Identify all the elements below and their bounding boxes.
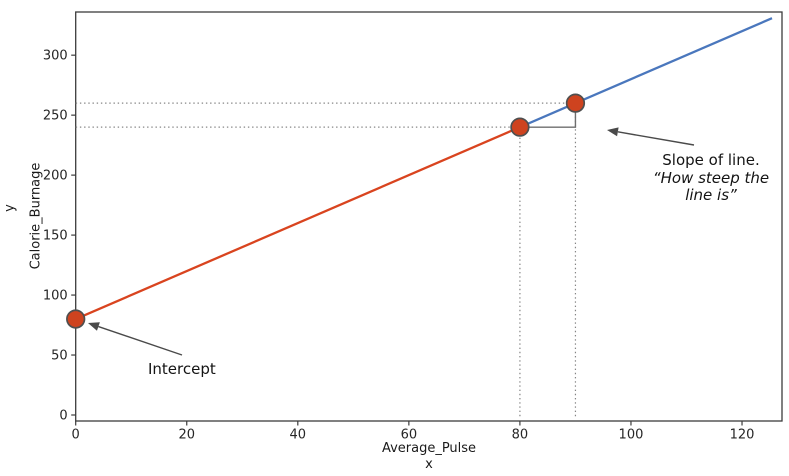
x-tick-label: 100 (619, 428, 644, 443)
data-point-marker (66, 309, 86, 329)
x-tick-label: 40 (290, 428, 307, 443)
y-axis-label: Calorie_Burnage (28, 162, 44, 270)
x-tick-label: 120 (730, 428, 755, 443)
line-segment-blue (519, 17, 773, 129)
y-tick-label: 100 (43, 289, 68, 304)
slope-arrow (617, 131, 695, 146)
x-tick-label: 80 (512, 428, 529, 443)
plot-border (75, 11, 783, 422)
data-point-marker (565, 93, 586, 113)
slope-annotation-line3: line is” (685, 186, 737, 204)
x-axis-secondary-label: x (425, 457, 433, 472)
slope-arrow-head (607, 127, 619, 137)
y-axis-secondary-label: y (2, 204, 18, 212)
y-tick-label: 150 (43, 229, 68, 244)
x-tick-label: 60 (401, 428, 418, 443)
x-tick-label: 0 (72, 428, 80, 443)
x-axis-label: Average_Pulse (381, 441, 477, 456)
data-point-marker (510, 117, 530, 137)
line-segment-red (75, 126, 521, 321)
slope-annotation: Slope of line. “How steep the line is” (650, 151, 772, 205)
y-tick-label: 200 (43, 169, 68, 184)
slope-annotation-line2: “How steep the (652, 168, 770, 187)
y-tick-label: 0 (59, 409, 67, 424)
y-tick-label: 250 (43, 109, 68, 124)
intercept-annotation-text: Intercept (148, 360, 216, 378)
intercept-arrow-head (88, 322, 100, 331)
slope-annotation-line1: Slope of line. (662, 151, 760, 169)
y-tick-label: 300 (43, 49, 68, 64)
intercept-arrow (98, 325, 183, 356)
x-tick-label: 20 (178, 428, 195, 443)
y-tick-label: 50 (51, 349, 68, 364)
intercept-annotation: Intercept (148, 360, 216, 378)
